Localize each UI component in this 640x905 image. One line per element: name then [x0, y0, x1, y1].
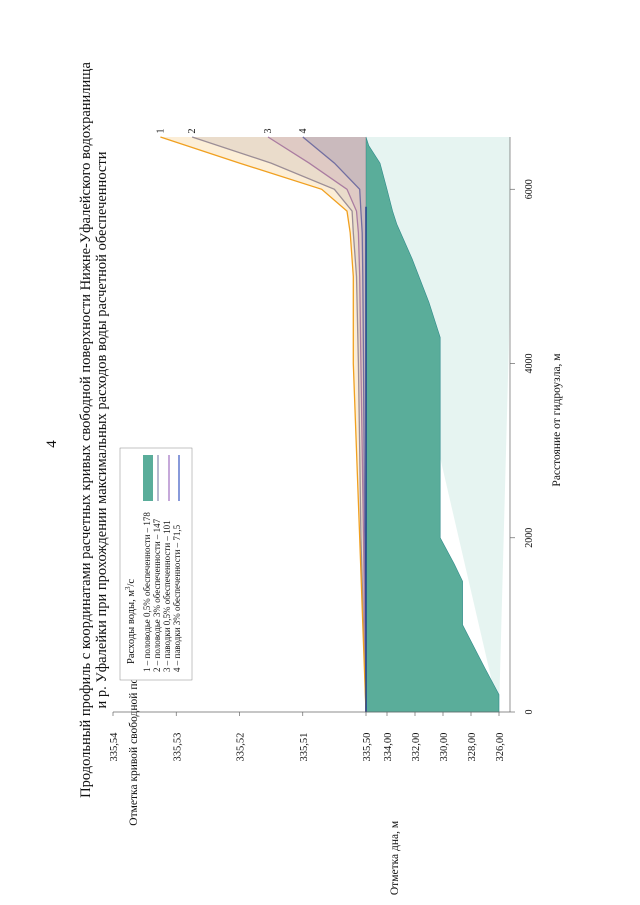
series-3-line [267, 136, 367, 713]
chart-title-line1: Продольный профиль с координатами расчет… [78, 62, 94, 798]
legend: Расходы воды, м3/с 1 – половодье 0,5% об… [119, 447, 193, 681]
y-bed-tick-label: 332,00 [411, 733, 422, 762]
series-3-area [268, 137, 366, 712]
x-axis-label: Расстояние от гидроузла, м [551, 353, 563, 487]
curve-label-1: 1 [155, 129, 166, 134]
series-2-area [192, 137, 366, 712]
legend-box [119, 447, 193, 681]
y-axis-label-bed: Отметка дна, м [389, 820, 401, 895]
curve-label-3: 3 [263, 129, 274, 134]
y-surface-tick-label: 335,53 [172, 733, 183, 762]
legend-entry-1: 1 – половодье 0,5% обеспеченности – 178 [142, 512, 152, 672]
series-1-area [160, 137, 366, 712]
x-tick-label: 6000 [524, 179, 535, 199]
chart-title-line2: и р. Уфалейки при прохождении максимальн… [94, 151, 110, 708]
curve-label-4: 4 [298, 129, 309, 134]
legend-swatch-1 [143, 455, 153, 501]
legend-entry-4: 4 – паводки 3% обеспеченности – 71,5 [172, 524, 182, 672]
curve-label-2: 2 [187, 129, 198, 134]
series-4-line [302, 136, 367, 713]
series-1-line [160, 136, 367, 713]
legend-title: Расходы воды, м3/с [124, 579, 137, 664]
y-bed-tick-label: 330,00 [439, 733, 450, 762]
y-bed-tick-label: 334,00 [383, 733, 394, 762]
x-tick-label: 0 [524, 710, 535, 715]
y-surface-tick-label: 335,52 [236, 733, 247, 762]
bed-profile-area [365, 136, 500, 713]
x-tick-label: 2000 [524, 528, 535, 548]
y-surface-tick-label: 335,54 [109, 732, 120, 762]
y-surface-tick-label: 335,50 [362, 733, 373, 762]
series-2-line [191, 136, 367, 713]
legend-entry-2: 2 – половодье 3% обеспеченности – 147 [152, 518, 162, 672]
plot-area: 0 2000 4000 6000 335,50 335,51 335,52 335,53 335… [109, 129, 535, 762]
y-bed-tick-label: 326,00 [495, 733, 506, 762]
y-bed-tick-label: 328,00 [467, 733, 478, 762]
page-number: 4 [44, 440, 60, 448]
x-tick-label: 4000 [524, 354, 535, 374]
y-surface-tick-label: 335,51 [299, 733, 310, 762]
legend-entry-3: 3 – паводки 0,5% обеспеченности – 101 [162, 520, 172, 672]
